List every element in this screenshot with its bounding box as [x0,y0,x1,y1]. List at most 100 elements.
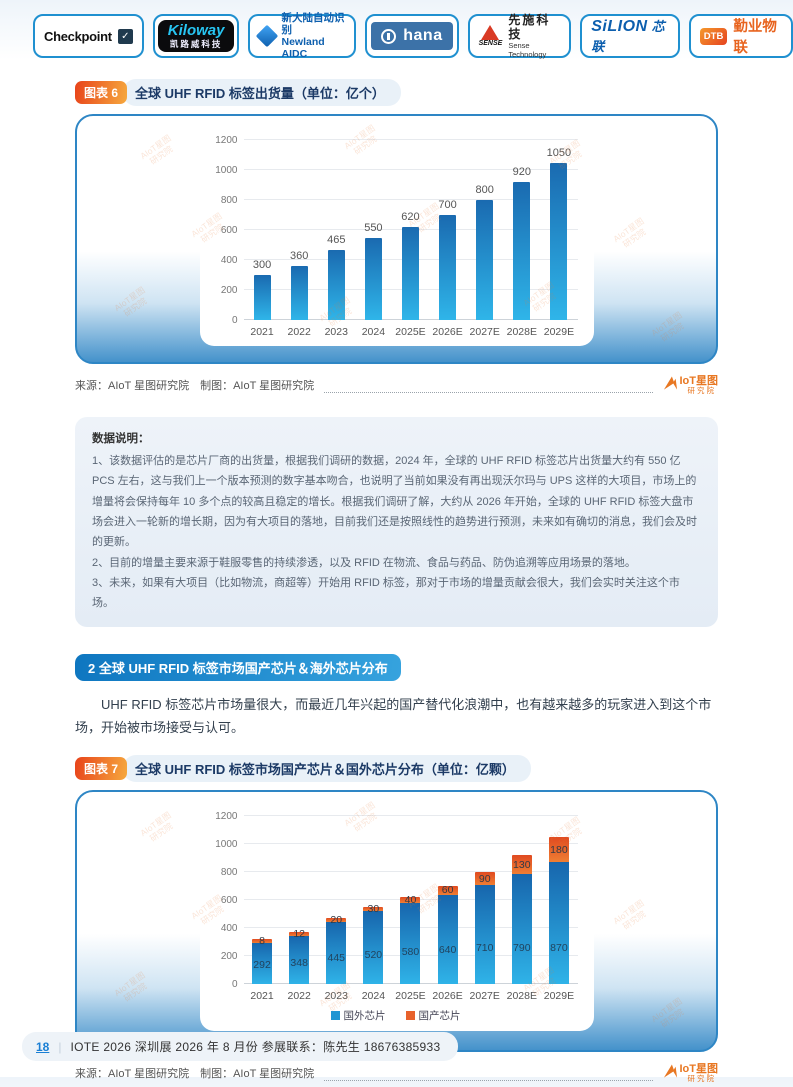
silion-chinese-name: 芯联 [591,19,665,54]
logo-newland-aidc: 新大陆自动识别 Newland AIDC [248,12,357,60]
foreign-chip-segment: 870 [548,862,569,985]
y-tick-label: 0 [231,979,238,991]
foreign-value-label: 640 [438,943,457,956]
watermark: AIoT星图 研究院 [547,137,584,172]
gridline [243,199,578,200]
domestic-value-label: 130 [513,858,531,871]
domestic-chip-segment: 130 [511,855,532,874]
bar-value-label: 800 [475,184,494,196]
watermark: AIoT星图 研究院 [611,216,648,250]
legend-swatch [330,1011,340,1021]
bar-value-label: 620 [401,211,420,223]
bar-stack: 1050 [547,147,571,320]
watermark: AIoT星图 研究院 [406,201,443,236]
bar: 550 [364,222,383,320]
watermark: AIoT星图 研究院 [112,969,149,1004]
figure6-title: 全球 UHF RFID 标签出货量（单位：亿个） [123,79,401,106]
foreign-value-label: 790 [513,942,531,955]
watermark: AIoT星图 研究院 [406,882,443,916]
silion-wordmark: SiLION [591,18,648,35]
bar-group: 800 [466,140,503,320]
watermark: AIoT星图 研究院 [342,799,380,834]
bar-value-label: 700 [438,199,457,211]
bar: 300 [253,259,271,320]
figure7-source-row: 来源：AIoT 星图研究院 制图：AIoT 星图研究院 IoT星图 研究院 [75,1059,718,1087]
sense-triangle-icon [481,25,500,40]
domestic-value-label: 12 [293,927,305,940]
figure7-title-row: 图表 7 全球 UHF RFID 标签市场国产芯片＆国外芯片分布（单位：亿颗） [75,755,718,783]
foreign-value-label: 445 [327,952,346,965]
gridline [243,139,578,140]
aiot-research-logo: IoT星图 研究院 [663,375,718,395]
legend-label: 国外芯片 [343,1010,386,1023]
sponsor-logo-strip: Checkpoint ✓ Kiloway 凯路威科技 新大陆自动识别 Newla… [0,0,793,60]
aiot-research-logo: IoT星图 研究院 [663,1063,718,1084]
legend-item: 国外芯片 [330,1008,386,1023]
sense-wordmark: SENSE [478,40,503,47]
logo-silion: SiLION 芯联 [580,14,680,58]
figure6-source-row: 来源：AIoT 星图研究院 制图：AIoT 星图研究院 IoT星图 研究院 [75,371,718,399]
bar-stack: 465 [327,234,345,320]
kiloway-wordmark: Kiloway [167,22,225,40]
bar-stack: 620 [401,211,420,320]
bar-stack: 12 348 [289,928,310,985]
bar-stack: 90 710 [474,872,495,985]
x-tick-label: 2022 [287,326,311,338]
bar-value-label: 920 [512,166,531,178]
y-tick-label: 1200 [215,811,238,823]
watermark: AIoT星图 研究院 [521,964,558,999]
bar-stack: 180 870 [548,837,569,985]
domestic-chip-segment: 40 [400,894,421,907]
aiot-logo-sub-text: 研究院 [687,1074,716,1084]
watermark-layer: AIoT星图 研究院 AIoT星图 研究院 AIoT星图 研究院 AIoT星图 研究院… [77,792,716,1050]
bars-row: 300 360 465 550 620 700 800 920 1050 [244,140,578,320]
domestic-value-label: 180 [550,843,568,856]
domestic-value-label: 8 [259,935,265,948]
watermark: AIoT星图 研究院 [138,809,175,844]
bar-stack: 60 640 [437,884,458,985]
x-tick-label: 2029E [543,326,575,338]
bar-group: 20 445 [318,816,355,985]
logo-sense-technology: SENSE 先施科技 Sense Technology [467,13,572,59]
bar-group: 12 348 [281,816,318,985]
x-tick-label: 2021 [250,326,274,338]
foreign-value-label: 292 [253,959,271,972]
bar-group: 465 [318,140,355,320]
data-note-item-3: 3、未来，如果有大项目（比如物流，商超等）开始用 RFID 标签，那对于市场的增… [92,577,680,610]
bar-group: 700 [429,140,466,320]
bar: 800 [476,184,494,320]
x-tick-label: 2027E [469,326,500,338]
figure6-chart: 0 200 400 600 800 1000 1200 300 360 465 550 620 700 8… [199,124,594,346]
x-tick-label: 2027E [469,990,500,1003]
y-tick-label: 1200 [215,135,238,146]
x-tick-label: 2024 [361,990,386,1003]
x-tick-label: 2023 [324,990,348,1003]
aiot-arrow-icon [663,1064,677,1078]
bar-group: 300 [244,140,281,320]
footer-divider: | [58,1039,62,1054]
foreign-chip-segment: 640 [437,894,458,985]
y-tick-label: 400 [220,923,238,935]
figure6-badge: 图表 6 [75,81,128,104]
foreign-value-label: 348 [290,956,308,969]
bar-stack: 550 [364,222,383,320]
watermark: AIoT星图 研究院 [189,211,226,246]
qinye-chinese-name: 勤业物联 [733,19,777,56]
hana-wordmark: hana [403,27,443,44]
data-note-title: 数据说明： [92,433,150,445]
figure6-source-text: 来源：AIoT 星图研究院 制图：AIoT 星图研究院 [75,380,315,392]
logo-hana: hana [365,14,459,58]
logo-checkpoint: Checkpoint ✓ [33,14,144,58]
y-tick-label: 600 [220,895,238,907]
watermark: AIoT星图 研究院 [138,132,175,167]
x-tick-label: 2028E [506,326,537,338]
x-tick-label: 2022 [287,990,311,1003]
domestic-value-label: 40 [404,894,417,907]
aiot-arrow-icon [663,376,677,390]
foreign-chip-segment: 445 [326,921,347,985]
gridline [243,843,578,845]
logo-kiloway: Kiloway 凯路威科技 [152,14,240,58]
y-tick-label: 800 [220,867,238,879]
domestic-value-label: 30 [367,903,380,916]
foreign-chip-segment: 348 [289,935,310,985]
